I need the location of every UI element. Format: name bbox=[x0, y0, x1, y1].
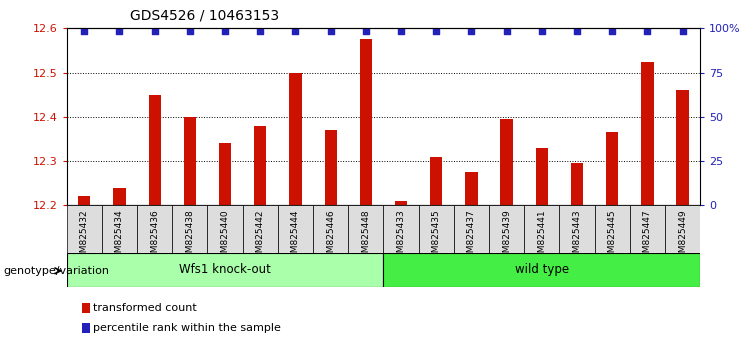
Text: transformed count: transformed count bbox=[93, 303, 197, 313]
Bar bbox=[641, 62, 654, 205]
Bar bbox=[559, 205, 594, 253]
Point bbox=[219, 28, 231, 33]
Point bbox=[571, 28, 583, 33]
Text: GSM825446: GSM825446 bbox=[326, 209, 335, 264]
Point bbox=[113, 28, 125, 33]
Text: GSM825448: GSM825448 bbox=[362, 209, 370, 264]
Text: GSM825433: GSM825433 bbox=[396, 209, 405, 264]
Text: GSM825443: GSM825443 bbox=[573, 209, 582, 264]
Bar bbox=[500, 119, 513, 205]
Bar bbox=[606, 132, 619, 205]
Text: GSM825436: GSM825436 bbox=[150, 209, 159, 264]
Point bbox=[677, 28, 688, 33]
Text: percentile rank within the sample: percentile rank within the sample bbox=[93, 323, 282, 333]
Bar bbox=[254, 126, 267, 205]
Bar bbox=[289, 73, 302, 205]
Text: GSM825442: GSM825442 bbox=[256, 209, 265, 264]
Point bbox=[431, 28, 442, 33]
Bar bbox=[536, 148, 548, 205]
Bar bbox=[78, 196, 90, 205]
Text: genotype/variation: genotype/variation bbox=[4, 266, 110, 276]
Bar bbox=[359, 39, 372, 205]
Bar bbox=[148, 95, 161, 205]
Bar bbox=[489, 205, 525, 253]
Bar bbox=[278, 205, 313, 253]
Point bbox=[642, 28, 654, 33]
Point bbox=[149, 28, 161, 33]
Bar bbox=[325, 130, 337, 205]
Bar bbox=[453, 205, 489, 253]
Bar bbox=[184, 117, 196, 205]
Bar bbox=[384, 205, 419, 253]
Bar bbox=[172, 205, 207, 253]
Bar bbox=[137, 205, 173, 253]
Bar bbox=[384, 253, 700, 287]
Point bbox=[606, 28, 618, 33]
Bar bbox=[243, 205, 278, 253]
Text: GSM825445: GSM825445 bbox=[608, 209, 617, 264]
Bar bbox=[430, 156, 442, 205]
Text: GSM825437: GSM825437 bbox=[467, 209, 476, 264]
Point bbox=[501, 28, 513, 33]
Text: Wfs1 knock-out: Wfs1 knock-out bbox=[179, 263, 271, 276]
Bar bbox=[630, 205, 665, 253]
Bar bbox=[665, 205, 700, 253]
Bar bbox=[595, 205, 630, 253]
Bar bbox=[677, 90, 689, 205]
Bar bbox=[207, 205, 243, 253]
Text: GSM825440: GSM825440 bbox=[221, 209, 230, 264]
Bar bbox=[465, 172, 478, 205]
Point bbox=[79, 28, 90, 33]
Text: GDS4526 / 10463153: GDS4526 / 10463153 bbox=[130, 9, 279, 23]
Bar bbox=[571, 163, 583, 205]
Point bbox=[184, 28, 196, 33]
Bar bbox=[219, 143, 231, 205]
Bar bbox=[348, 205, 384, 253]
Text: GSM825444: GSM825444 bbox=[291, 209, 300, 264]
Bar bbox=[67, 253, 384, 287]
Bar bbox=[67, 205, 102, 253]
Text: GSM825432: GSM825432 bbox=[80, 209, 89, 264]
Text: GSM825449: GSM825449 bbox=[678, 209, 687, 264]
Text: GSM825441: GSM825441 bbox=[537, 209, 546, 264]
Text: GSM825447: GSM825447 bbox=[643, 209, 652, 264]
Point bbox=[395, 28, 407, 33]
Bar bbox=[113, 188, 126, 205]
Point bbox=[325, 28, 336, 33]
Point bbox=[536, 28, 548, 33]
Bar bbox=[525, 205, 559, 253]
Bar bbox=[419, 205, 453, 253]
Point bbox=[290, 28, 302, 33]
Point bbox=[360, 28, 372, 33]
Text: GSM825434: GSM825434 bbox=[115, 209, 124, 264]
Point bbox=[254, 28, 266, 33]
Point bbox=[465, 28, 477, 33]
Text: wild type: wild type bbox=[515, 263, 569, 276]
Bar bbox=[313, 205, 348, 253]
Text: GSM825438: GSM825438 bbox=[185, 209, 194, 264]
Bar bbox=[102, 205, 137, 253]
Text: GSM825435: GSM825435 bbox=[432, 209, 441, 264]
Text: GSM825439: GSM825439 bbox=[502, 209, 511, 264]
Bar bbox=[395, 201, 408, 205]
